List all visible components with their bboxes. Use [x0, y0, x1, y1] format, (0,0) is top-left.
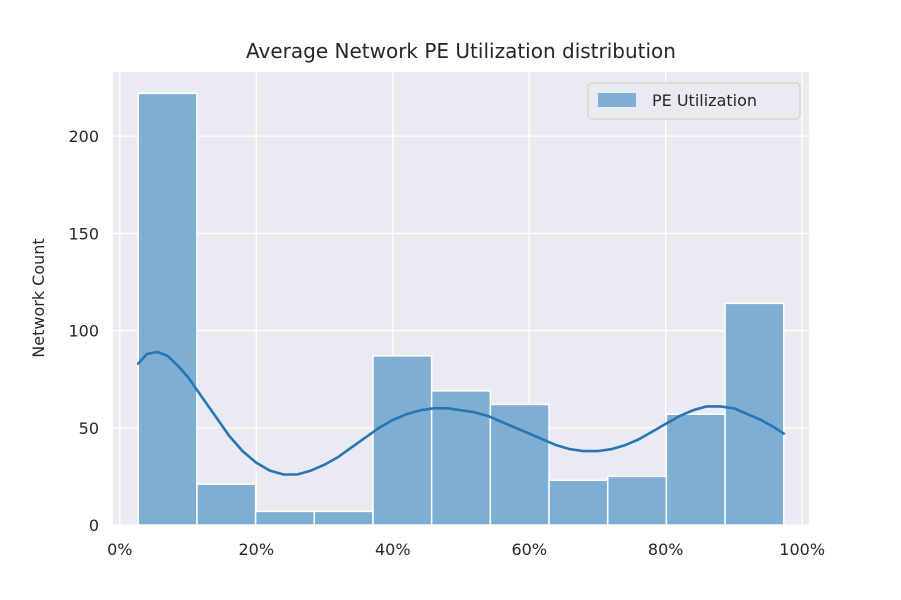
y-tick-label: 150 [68, 224, 99, 243]
histogram-bar [372, 355, 433, 526]
x-tick-label: 20% [239, 540, 275, 559]
histogram-bar [196, 483, 257, 526]
histogram-bar [665, 413, 726, 526]
y-tick-label: 200 [68, 127, 99, 146]
histogram-bar [489, 403, 550, 526]
grid [113, 72, 809, 526]
histogram-bar [548, 479, 609, 526]
y-tick-label: 50 [79, 419, 99, 438]
x-tick-label: 100% [779, 540, 825, 559]
y-axis-ticks: 0 50 100 150 200 [68, 127, 99, 535]
histogram-bar [606, 475, 668, 526]
histogram-bar [137, 92, 198, 526]
x-tick-label: 40% [375, 540, 411, 559]
y-tick-label: 0 [89, 516, 99, 535]
legend: PE Utilization [587, 82, 801, 120]
kde-curve [136, 350, 786, 476]
x-tick-label: 80% [648, 540, 684, 559]
y-axis-label: Network Count [29, 238, 48, 357]
histogram-bar [724, 302, 785, 526]
kde-line [136, 350, 786, 476]
histogram-bar [313, 510, 374, 526]
histogram-bars [137, 92, 785, 526]
legend-swatch [598, 93, 636, 107]
legend-label: PE Utilization [652, 91, 757, 110]
x-axis-ticks: 0% 20% 40% 60% 80% 100% [107, 540, 825, 559]
x-tick-label: 60% [511, 540, 547, 559]
y-tick-label: 100 [68, 322, 99, 341]
chart-title: Average Network PE Utilization distribut… [246, 39, 676, 63]
histogram-bar [254, 510, 316, 526]
x-tick-label: 0% [107, 540, 132, 559]
legend-frame [587, 82, 801, 120]
